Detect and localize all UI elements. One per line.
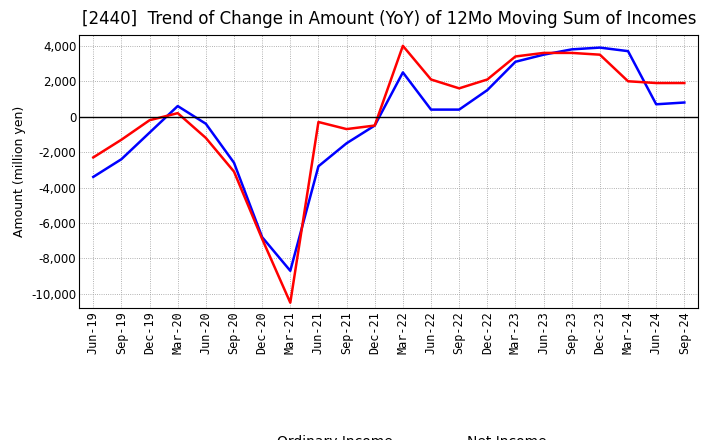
Net Income [567,50,576,55]
Ordinary Income [511,59,520,64]
Ordinary Income [286,268,294,273]
Ordinary Income [595,45,604,50]
Ordinary Income [652,102,660,107]
Ordinary Income [567,47,576,52]
Ordinary Income [370,123,379,128]
Ordinary Income [399,70,408,75]
Net Income [370,123,379,128]
Ordinary Income [483,88,492,93]
Net Income [455,86,464,91]
Ordinary Income [314,164,323,169]
Net Income [230,169,238,174]
Net Income [624,79,632,84]
Net Income [427,77,436,82]
Net Income [539,50,548,55]
Y-axis label: Amount (million yen): Amount (million yen) [13,106,26,237]
Ordinary Income [174,103,182,109]
Ordinary Income [624,48,632,54]
Net Income [314,119,323,125]
Net Income [286,300,294,305]
Ordinary Income [145,130,154,135]
Net Income [595,52,604,57]
Net Income [89,155,98,160]
Ordinary Income [427,107,436,112]
Net Income [258,236,266,242]
Net Income [202,136,210,141]
Ordinary Income [117,157,126,162]
Net Income [652,81,660,86]
Net Income [511,54,520,59]
Line: Net Income: Net Income [94,46,684,303]
Net Income [145,117,154,123]
Net Income [399,43,408,48]
Net Income [174,110,182,116]
Ordinary Income [455,107,464,112]
Net Income [342,126,351,132]
Ordinary Income [680,100,688,105]
Legend: Ordinary Income, Net Income: Ordinary Income, Net Income [226,429,552,440]
Ordinary Income [258,235,266,240]
Ordinary Income [539,52,548,57]
Net Income [680,81,688,86]
Ordinary Income [230,160,238,165]
Line: Ordinary Income: Ordinary Income [94,48,684,271]
Ordinary Income [202,121,210,126]
Ordinary Income [342,141,351,146]
Ordinary Income [89,174,98,180]
Net Income [483,77,492,82]
Title: [2440]  Trend of Change in Amount (YoY) of 12Mo Moving Sum of Incomes: [2440] Trend of Change in Amount (YoY) o… [81,10,696,28]
Net Income [117,137,126,143]
